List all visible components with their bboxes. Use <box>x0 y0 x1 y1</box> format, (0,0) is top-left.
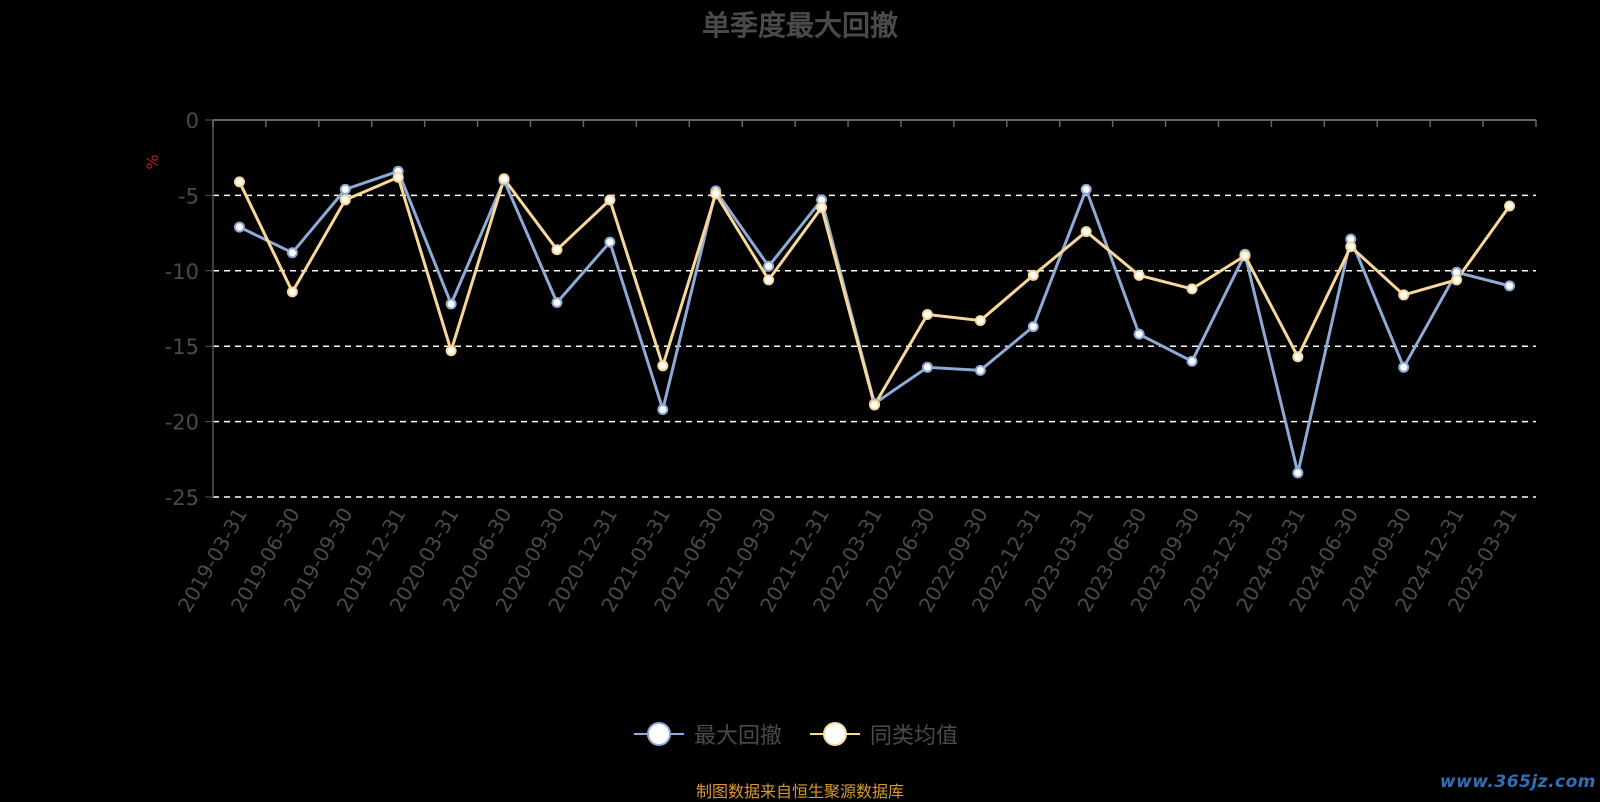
data-point-series-1[interactable] <box>1133 269 1145 281</box>
data-point-series-0[interactable] <box>339 183 351 195</box>
y-tick-label: -20 <box>165 411 199 435</box>
data-point-series-1[interactable] <box>339 194 351 206</box>
y-tick-label: -10 <box>165 260 199 284</box>
legend-marker-peer-average <box>810 721 860 747</box>
watermark: www.365jz.com <box>1439 772 1596 792</box>
data-point-series-1[interactable] <box>657 360 669 372</box>
data-point-series-0[interactable] <box>604 236 616 248</box>
series-line-0 <box>238 169 1510 475</box>
data-point-series-0[interactable] <box>1504 280 1516 292</box>
chart-title: 单季度最大回撤 <box>701 9 898 42</box>
data-point-series-1[interactable] <box>1239 250 1251 262</box>
data-point-series-0[interactable] <box>1398 361 1410 373</box>
series-layer <box>233 165 1516 479</box>
data-point-series-1[interactable] <box>1504 200 1516 212</box>
data-point-series-1[interactable] <box>710 188 722 200</box>
data-point-series-0[interactable] <box>1133 328 1145 340</box>
data-point-series-0[interactable] <box>657 404 669 416</box>
data-point-series-1[interactable] <box>1398 289 1410 301</box>
data-point-series-0[interactable] <box>921 361 933 373</box>
data-point-series-0[interactable] <box>1292 467 1304 479</box>
axis-layer: 0-5-10-15-20-252019-03-312019-06-302019-… <box>165 109 1537 616</box>
data-point-series-1[interactable] <box>604 194 616 206</box>
data-point-series-0[interactable] <box>286 247 298 259</box>
data-point-series-1[interactable] <box>1080 226 1092 238</box>
y-tick-label: -15 <box>165 335 199 359</box>
data-point-series-0[interactable] <box>445 298 457 310</box>
data-point-series-1[interactable] <box>445 345 457 357</box>
y-tick-label: 0 <box>186 109 199 133</box>
data-point-series-0[interactable] <box>1027 321 1039 333</box>
data-point-series-0[interactable] <box>233 221 245 233</box>
data-point-series-1[interactable] <box>551 244 563 256</box>
data-point-series-1[interactable] <box>816 201 828 213</box>
data-point-series-1[interactable] <box>286 286 298 298</box>
data-point-series-1[interactable] <box>1451 274 1463 286</box>
data-point-series-0[interactable] <box>551 296 563 308</box>
source-note: 制图数据来自恒生聚源数据库 <box>695 782 904 801</box>
data-point-series-1[interactable] <box>974 315 986 327</box>
data-point-series-1[interactable] <box>498 173 510 185</box>
data-point-series-1[interactable] <box>921 309 933 321</box>
data-point-series-1[interactable] <box>869 399 880 411</box>
legend-label-peer-average: 同类均值 <box>870 724 959 749</box>
grid-layer <box>213 194 1536 498</box>
data-point-series-0[interactable] <box>1186 355 1198 367</box>
y-axis-label: % <box>143 154 162 169</box>
data-point-series-1[interactable] <box>1027 269 1039 281</box>
legend-label-max-drawdown: 最大回撤 <box>694 724 783 749</box>
y-tick-label: -5 <box>178 184 199 208</box>
data-point-series-1[interactable] <box>1292 351 1304 363</box>
data-point-series-1[interactable] <box>1345 241 1357 253</box>
data-point-series-1[interactable] <box>233 176 245 188</box>
legend-item-max-drawdown[interactable]: 最大回撤 <box>634 718 782 750</box>
data-point-series-0[interactable] <box>1080 183 1092 195</box>
data-point-series-1[interactable] <box>1186 283 1198 295</box>
series-line-1 <box>238 175 1511 407</box>
data-point-series-0[interactable] <box>763 260 775 272</box>
legend-item-peer-average[interactable]: 同类均值 <box>810 718 958 750</box>
y-tick-label: -25 <box>165 486 199 510</box>
data-point-series-0[interactable] <box>974 364 986 376</box>
data-point-series-1[interactable] <box>763 274 775 286</box>
data-point-series-1[interactable] <box>392 171 404 183</box>
legend-marker-max-drawdown <box>634 721 684 747</box>
